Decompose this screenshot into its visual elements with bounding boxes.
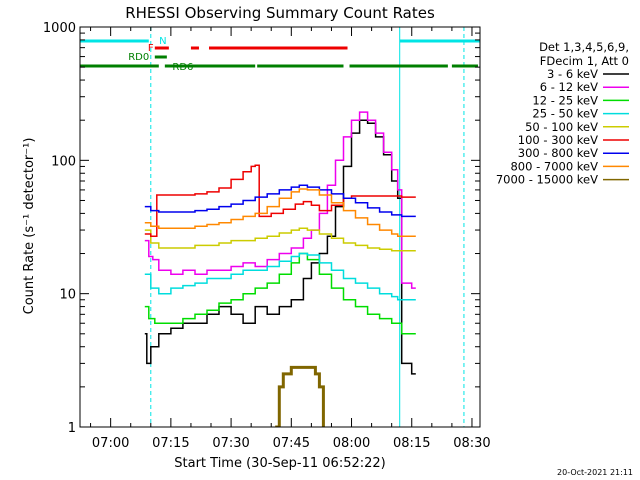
legend-label: 50 - 100 keV	[525, 120, 598, 134]
legend-title-line-2: FDecim 1, Att 0	[540, 54, 629, 68]
legend-title-line-1: Det 1,3,4,5,6,9,	[539, 40, 629, 54]
flag-label-n: N	[159, 36, 166, 47]
timestamp: 20-Oct-2021 21:11	[557, 468, 633, 477]
data-region	[80, 27, 480, 427]
plot-frame	[79, 26, 481, 428]
flag-label-rd6: RD6	[172, 62, 193, 73]
x-tick-label: 07:45	[273, 436, 310, 451]
legend-label: 3 - 6 keV	[547, 67, 598, 81]
series-line-800-7000-kev	[144, 188, 416, 237]
x-tick-label: 07:15	[152, 436, 189, 451]
flag-label-f: F	[148, 43, 154, 54]
x-tick-label: 07:30	[212, 436, 249, 451]
legend-label: 100 - 300 keV	[518, 133, 598, 147]
legend-label: 12 - 25 keV	[532, 93, 598, 107]
x-tick-label: 08:15	[393, 436, 430, 451]
series-line-300-800-kev	[144, 184, 416, 218]
legend-label: 7000 - 15000 keV	[496, 173, 598, 187]
series-line-12-25-kev	[144, 252, 416, 335]
series-line-50-100-kev	[144, 227, 416, 252]
flag-label-rd0: RD0	[128, 52, 149, 63]
y-axis-label: Count Rate (s⁻¹ detector⁻¹)	[22, 138, 37, 315]
legend-label: 25 - 50 keV	[532, 107, 598, 121]
legend-label: 300 - 800 keV	[518, 146, 598, 160]
legend-label: 800 - 7000 keV	[510, 159, 598, 173]
x-axis-label: Start Time (30-Sep-11 06:52:22)	[174, 456, 385, 471]
chart-title: RHESSI Observing Summary Count Rates	[125, 4, 435, 22]
x-tick-label: 08:00	[333, 436, 370, 451]
series-line-6-12-kev	[144, 111, 416, 289]
legend-label: 6 - 12 keV	[540, 80, 598, 94]
y-tick-label: 100	[51, 154, 76, 169]
y-tick-label: 1	[68, 421, 76, 436]
series-line-25-50-kev	[144, 252, 416, 301]
series-line-100-300-kev	[144, 164, 416, 237]
series-line-7000-15000-kev	[275, 365, 325, 427]
x-tick-label: 08:30	[453, 436, 490, 451]
x-tick-label: 07:00	[92, 436, 129, 451]
y-tick-label: 10	[59, 288, 76, 303]
legend: Det 1,3,4,5,6,9, FDecim 1, Att 0 3 - 6 k…	[496, 40, 629, 187]
y-tick-label: 1000	[43, 21, 76, 36]
